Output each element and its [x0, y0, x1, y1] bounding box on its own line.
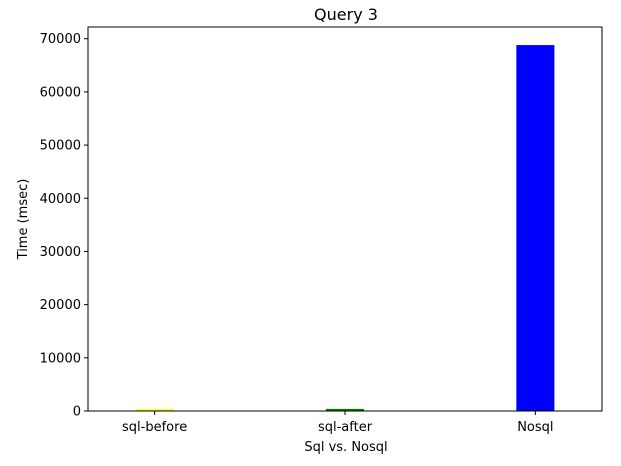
y-tick-label: 70000 — [40, 32, 81, 47]
plot-area — [135, 45, 555, 412]
bar-Nosql — [516, 45, 555, 412]
y-tick-label: 40000 — [40, 192, 81, 207]
x-tick-label: Nosql — [517, 420, 553, 435]
y-tick-label: 20000 — [40, 298, 81, 313]
y-tick-label: 0 — [73, 405, 81, 420]
x-axis-label: Sql vs. Nosql — [304, 440, 387, 455]
y-tick-label: 10000 — [40, 351, 81, 366]
y-axis-label: Time (msec) — [16, 179, 31, 261]
y-tick-label: 50000 — [40, 139, 81, 154]
chart-title: Query 3 — [314, 5, 378, 24]
x-tick-label: sql-before — [122, 420, 187, 435]
y-tick-label: 60000 — [40, 85, 81, 100]
bar-sql-after — [325, 408, 365, 411]
x-tick-label: sql-after — [318, 420, 373, 435]
bar-sql-before — [135, 409, 174, 411]
x-axis: sql-before sql-after Nosql — [122, 411, 554, 435]
y-tick-label: 30000 — [40, 245, 81, 260]
y-axis: 0 10000 20000 30000 40000 50000 60000 70000 — [40, 32, 88, 420]
